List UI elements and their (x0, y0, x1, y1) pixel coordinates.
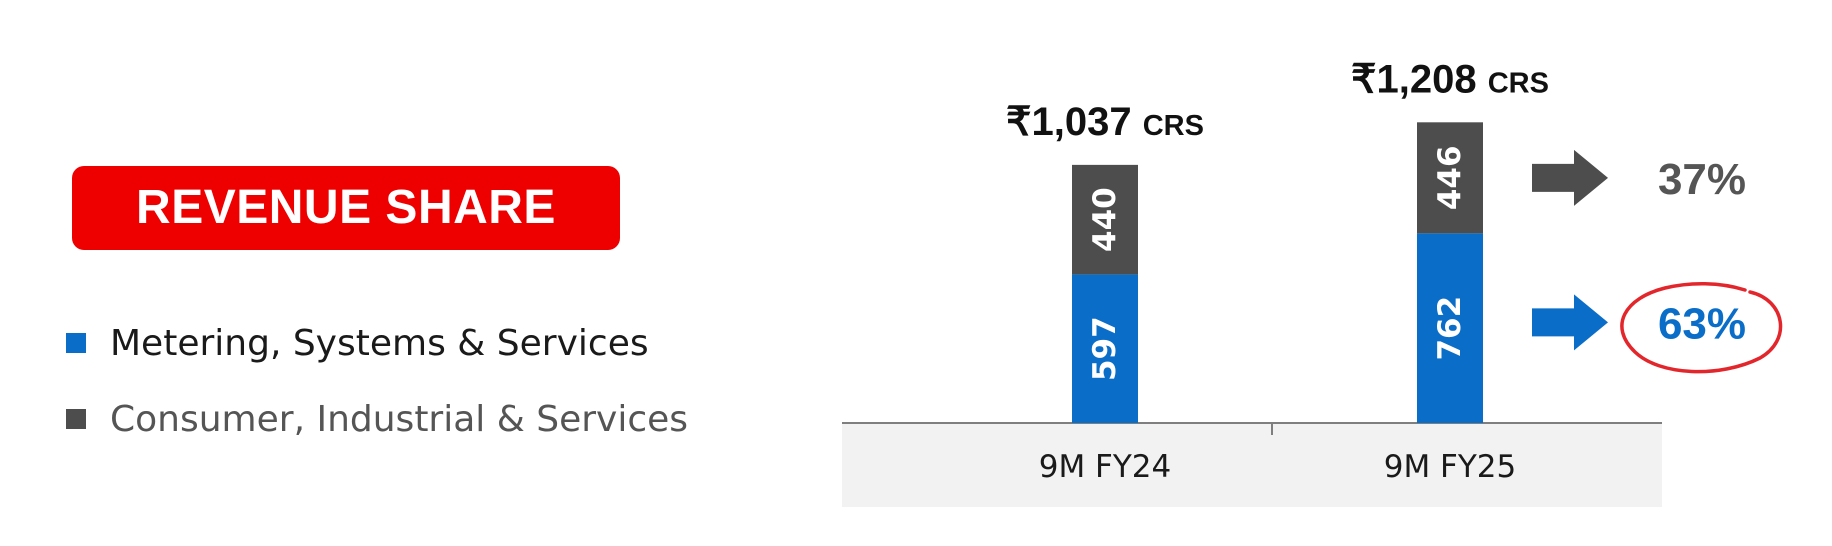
highlight-circle (1620, 282, 1783, 374)
category-label-0: 9M FY24 (1039, 449, 1172, 485)
data-label-metering-0: 597 (1087, 316, 1123, 381)
bar-consumer-0 (1072, 164, 1138, 275)
share-arrow-1 (1532, 294, 1608, 351)
legend-item-consumer: Consumer, Industrial & Services (66, 381, 688, 457)
bar-metering-1 (1417, 233, 1483, 423)
revenue-share-badge: REVENUE SHARE (72, 166, 620, 250)
legend-swatch-consumer (66, 409, 86, 429)
legend-label-consumer: Consumer, Industrial & Services (110, 398, 689, 440)
legend-swatch-metering (66, 333, 86, 353)
total-label-1: ₹1,208 CRS (1351, 57, 1549, 101)
legend: Metering, Systems & Services Consumer, I… (66, 305, 688, 457)
category-axis-band (842, 423, 1662, 507)
data-label-metering-1: 762 (1432, 296, 1468, 361)
total-label-0: ₹1,037 CRS (1006, 100, 1204, 144)
legend-item-metering: Metering, Systems & Services (66, 305, 688, 381)
share-arrow-0 (1532, 149, 1608, 206)
data-label-consumer-1: 446 (1432, 145, 1468, 210)
bar-consumer-1 (1417, 122, 1483, 234)
share-label-0: 37% (1658, 155, 1746, 204)
category-label-1: 9M FY25 (1384, 449, 1517, 485)
bar-metering-0 (1072, 274, 1138, 423)
legend-label-metering: Metering, Systems & Services (110, 322, 649, 364)
data-label-consumer-0: 440 (1087, 187, 1123, 252)
share-label-1: 63% (1658, 299, 1746, 348)
